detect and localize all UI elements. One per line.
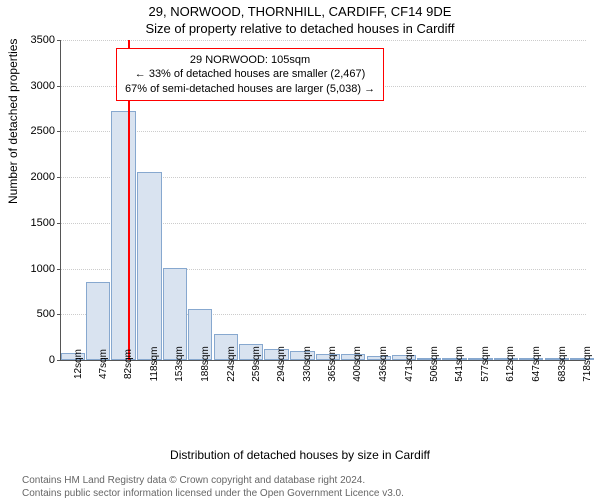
x-tick-label: 224sqm <box>226 346 237 382</box>
x-tick-label: 188sqm <box>200 346 211 382</box>
y-tick-label: 3000 <box>31 80 55 92</box>
y-tick-label: 1500 <box>31 217 55 229</box>
y-tick-label: 2000 <box>31 171 55 183</box>
info-line-3: 67% of semi-detached houses are larger (… <box>125 82 375 96</box>
histogram-bar <box>111 111 135 360</box>
x-tick-label: 400sqm <box>352 346 363 382</box>
x-tick-label: 471sqm <box>404 346 415 382</box>
x-tick-label: 506sqm <box>429 346 440 382</box>
credits-line-1: Contains HM Land Registry data © Crown c… <box>22 474 404 487</box>
y-tick-label: 500 <box>37 308 55 320</box>
x-tick-label: 294sqm <box>276 346 287 382</box>
x-tick-label: 82sqm <box>123 349 134 379</box>
info-line-1: 29 NORWOOD: 105sqm <box>125 53 375 67</box>
x-tick-label: 541sqm <box>454 346 465 382</box>
x-tick-label: 683sqm <box>557 346 568 382</box>
y-axis-label: Number of detached properties <box>6 39 20 204</box>
grid-line <box>61 40 586 41</box>
grid-line <box>61 131 586 132</box>
credits: Contains HM Land Registry data © Crown c… <box>22 474 404 500</box>
x-tick-label: 259sqm <box>251 346 262 382</box>
y-tick-label: 3500 <box>31 34 55 46</box>
histogram-bar <box>137 172 161 360</box>
x-axis-label: Distribution of detached houses by size … <box>0 448 600 462</box>
chart-title-main: 29, NORWOOD, THORNHILL, CARDIFF, CF14 9D… <box>0 4 600 19</box>
x-tick-label: 612sqm <box>505 346 516 382</box>
x-tick-label: 718sqm <box>582 346 593 382</box>
x-tick-label: 436sqm <box>378 346 389 382</box>
info-line-2: ← 33% of detached houses are smaller (2,… <box>125 67 375 81</box>
chart-area: 0500100015002000250030003500 12sqm47sqm8… <box>60 40 585 400</box>
chart-container: 29, NORWOOD, THORNHILL, CARDIFF, CF14 9D… <box>0 4 600 504</box>
x-tick-label: 365sqm <box>327 346 338 382</box>
x-tick-label: 647sqm <box>531 346 542 382</box>
x-tick-label: 12sqm <box>73 349 84 379</box>
info-box: 29 NORWOOD: 105sqm ← 33% of detached hou… <box>116 48 384 101</box>
credits-line-2: Contains public sector information licen… <box>22 487 404 500</box>
y-tick-label: 2500 <box>31 125 55 137</box>
x-tick-label: 118sqm <box>149 347 160 382</box>
chart-title-sub: Size of property relative to detached ho… <box>0 21 600 36</box>
x-tick-label: 330sqm <box>302 346 313 382</box>
x-tick-label: 47sqm <box>98 349 109 379</box>
y-tick-label: 0 <box>49 354 55 366</box>
y-tick-label: 1000 <box>31 263 55 275</box>
x-tick-label: 153sqm <box>174 346 185 382</box>
x-tick-label: 577sqm <box>480 346 491 382</box>
